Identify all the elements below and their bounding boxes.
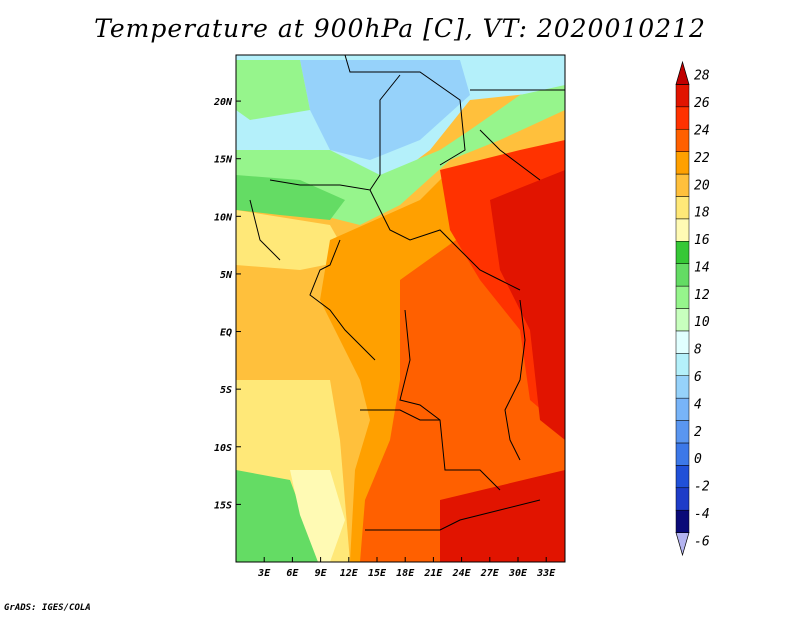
field-sw-pale: [290, 470, 345, 562]
colorbar-label-8: 10: [694, 315, 710, 330]
colorbar-label-12: 18: [694, 206, 710, 221]
field-south-darkred: [440, 470, 565, 562]
colorbar-swatch-12: [675, 263, 690, 287]
colorbar-swatch-17: [675, 151, 690, 175]
colorbar-swatch-19: [675, 106, 690, 130]
x-tick-label-10: 33E: [536, 568, 556, 579]
y-tick-label-5: 5S: [220, 385, 232, 396]
y-tick-label-4: EQ: [220, 328, 232, 339]
x-tick-label-2: 9E: [315, 568, 328, 579]
colorbar-label-17: 28: [694, 69, 710, 84]
y-tick-label-1: 15N: [214, 155, 233, 166]
colorbar-swatch-6: [675, 397, 690, 421]
grads-credit: GrADS: IGES/COLA: [4, 603, 91, 613]
colorbar-label-14: 22: [694, 151, 710, 166]
colorbar-label-10: 14: [694, 260, 710, 275]
y-tick-label-0: 20N: [213, 97, 233, 108]
colorbar-swatch-21: [675, 60, 690, 85]
map-frame: [235, 54, 566, 563]
y-tick-label-3: 5N: [220, 270, 233, 281]
colorbar-label-2: -2: [694, 480, 710, 495]
colorbar-swatch-9: [675, 330, 690, 354]
colorbar-label-15: 24: [694, 123, 710, 138]
x-tick-label-8: 27E: [480, 568, 500, 579]
country-borders: [249, 55, 565, 531]
x-tick-label-5: 18E: [396, 568, 415, 579]
colorbar-swatch-10: [675, 308, 690, 332]
x-tick-label-7: 24E: [452, 568, 472, 579]
field-north-green: [236, 60, 310, 120]
temperature-map: [236, 55, 565, 562]
axis-ticks: 3E 6E 9E 12E 15E 18E 21E 24E 27E 30E 33E 20N 15N 10N 5…: [213, 97, 556, 579]
colorbar-label-13: 20: [694, 178, 710, 193]
x-tick-label-6: 21E: [423, 568, 443, 579]
x-tick-label-1: 6E: [286, 568, 299, 579]
colorbar-swatch-20: [675, 84, 690, 108]
y-tick-label-7: 15S: [214, 500, 232, 511]
field-sw-cool-green: [236, 470, 320, 562]
colorbar-swatch-13: [675, 241, 690, 264]
colorbar-swatch-4: [675, 442, 690, 466]
x-tick-label-0: 3E: [257, 568, 271, 579]
colorbar-swatch-15: [675, 196, 690, 220]
colorbar-swatch-2: [675, 487, 690, 511]
colorbar-label-7: 8: [694, 343, 702, 358]
colorbar-swatch-0: [675, 532, 690, 557]
colorbar-label-9: 12: [694, 288, 710, 303]
chart-title: Temperature at 900hPa [C], VT: 202001021…: [94, 14, 706, 43]
colorbar-swatch-1: [675, 509, 690, 533]
field-east-darkred: [490, 170, 565, 440]
x-tick-label-4: 15E: [368, 568, 387, 579]
field-west-band: [236, 210, 350, 270]
colorbar-label-11: 16: [694, 233, 710, 248]
colorbar-label-5: 4: [694, 397, 702, 412]
colorbar-swatch-11: [675, 285, 690, 309]
colorbar-label-4: 2: [694, 425, 702, 440]
colorbar-label-3: 0: [694, 452, 702, 467]
field-sahel-darkgreen: [236, 175, 345, 220]
colorbar-swatch-18: [675, 128, 690, 152]
y-tick-label-6: 10S: [214, 443, 232, 454]
colorbar-swatch-7: [675, 375, 690, 399]
colorbar-swatch-16: [675, 173, 690, 197]
colorbar-label-0: -6: [694, 534, 710, 549]
field-north-lightblue: [300, 60, 470, 160]
x-tick-label-9: 30E: [508, 568, 528, 579]
colorbar-label-1: -4: [694, 507, 710, 522]
x-tick-label-3: 12E: [340, 568, 359, 579]
colorbar-label-6: 6: [694, 370, 702, 385]
colorbar-label-16: 26: [694, 96, 710, 111]
colorbar-swatch-3: [675, 465, 690, 489]
y-tick-label-2: 10N: [214, 212, 233, 223]
colorbar-swatch-8: [675, 353, 690, 376]
colorbar-swatch-5: [675, 420, 690, 444]
colorbar-swatch-14: [675, 218, 690, 242]
